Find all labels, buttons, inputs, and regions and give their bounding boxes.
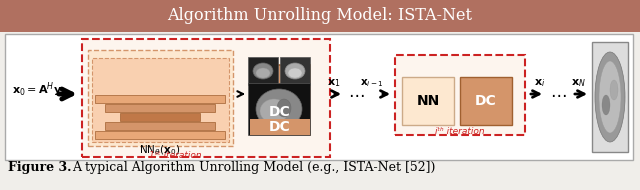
Text: $\cdots$: $\cdots$ [348, 85, 364, 103]
Text: Algorithm Unrolling Model: ISTA-Net: Algorithm Unrolling Model: ISTA-Net [168, 7, 472, 25]
FancyBboxPatch shape [5, 34, 633, 160]
Text: $\mathbf{x}_N$: $\mathbf{x}_N$ [571, 77, 586, 89]
Text: $\mathbf{x}_1$: $\mathbf{x}_1$ [327, 77, 340, 89]
FancyBboxPatch shape [95, 95, 225, 103]
Ellipse shape [253, 63, 273, 79]
Text: NN: NN [417, 94, 440, 108]
Text: Figure 3.: Figure 3. [8, 162, 72, 174]
FancyBboxPatch shape [248, 57, 278, 85]
Text: $\mathbf{x}_i$: $\mathbf{x}_i$ [534, 77, 546, 89]
FancyBboxPatch shape [105, 122, 215, 130]
Ellipse shape [595, 52, 625, 142]
Text: 1ˢᵗ iteration: 1ˢᵗ iteration [148, 151, 202, 161]
FancyBboxPatch shape [95, 131, 225, 139]
FancyBboxPatch shape [92, 58, 229, 142]
Text: $\mathrm{NN}_{\theta}(\mathbf{x}_0)$: $\mathrm{NN}_{\theta}(\mathbf{x}_0)$ [140, 143, 180, 157]
FancyBboxPatch shape [82, 39, 330, 157]
Ellipse shape [256, 89, 302, 129]
Text: A typical Algorithm Unrolling Model (e.g., ISTA-Net [52]): A typical Algorithm Unrolling Model (e.g… [72, 162, 435, 174]
FancyBboxPatch shape [402, 77, 454, 125]
FancyBboxPatch shape [280, 57, 310, 85]
FancyBboxPatch shape [248, 83, 310, 135]
FancyBboxPatch shape [460, 77, 512, 125]
Ellipse shape [260, 99, 288, 123]
FancyBboxPatch shape [0, 0, 640, 32]
Ellipse shape [602, 95, 610, 115]
FancyBboxPatch shape [105, 104, 215, 112]
Text: DC: DC [475, 94, 497, 108]
Ellipse shape [277, 99, 291, 117]
Ellipse shape [256, 68, 270, 78]
Text: $\cdots$: $\cdots$ [550, 85, 566, 103]
Text: $\mathbf{x}_{i-1}$: $\mathbf{x}_{i-1}$ [360, 77, 384, 89]
Ellipse shape [610, 80, 618, 100]
Ellipse shape [285, 63, 305, 79]
FancyBboxPatch shape [395, 55, 525, 135]
Ellipse shape [288, 68, 302, 78]
FancyBboxPatch shape [250, 65, 310, 135]
Text: DC: DC [269, 120, 291, 134]
Text: DC: DC [269, 105, 291, 119]
Text: iᵗʰ iteration: iᵗʰ iteration [435, 127, 485, 136]
Ellipse shape [599, 61, 621, 133]
Text: $\mathbf{x}_0 = \mathbf{A}^H\mathbf{y}$: $\mathbf{x}_0 = \mathbf{A}^H\mathbf{y}$ [12, 81, 62, 99]
FancyBboxPatch shape [120, 113, 200, 121]
FancyBboxPatch shape [88, 50, 233, 146]
FancyBboxPatch shape [592, 42, 628, 152]
FancyBboxPatch shape [250, 119, 310, 135]
